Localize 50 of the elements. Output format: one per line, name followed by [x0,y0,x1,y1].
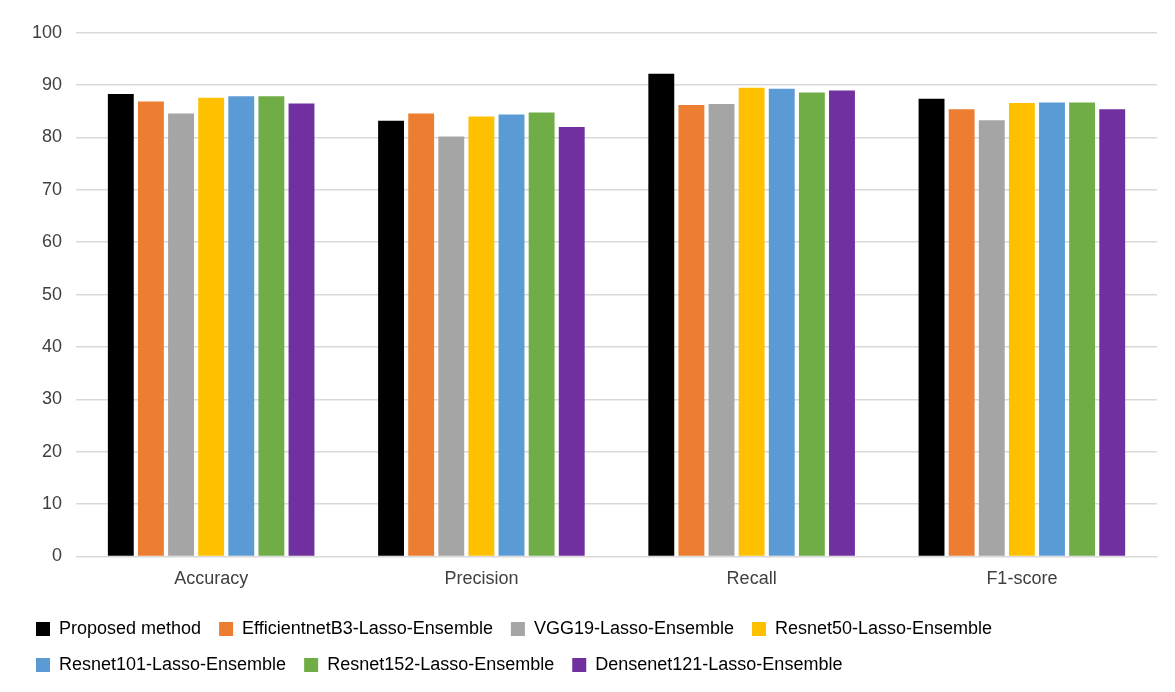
y-tick-label: 70 [42,178,63,199]
y-tick-label: 20 [42,440,63,461]
bar [1008,102,1035,556]
y-tick-label: 80 [42,126,63,147]
legend-label: Resnet152-Lasso-Ensemble [327,653,555,674]
legend-label: Resnet101-Lasso-Ensemble [59,653,287,674]
legend-label: Densenet121-Lasso-Ensemble [595,653,843,674]
bar [829,90,855,556]
legend-label: VGG19-Lasso-Ensemble [533,617,734,638]
x-tick-label: Precision [444,568,519,589]
bar [438,136,465,556]
bar [738,87,765,556]
y-tick-label: 0 [52,545,63,566]
x-tick-label: Recall [726,568,777,589]
y-tick-label: 90 [42,74,63,95]
bar [948,109,975,556]
legend-label: Proposed method [59,617,202,638]
bar [137,101,164,556]
bar [168,113,194,556]
bar [288,103,315,556]
bar [498,114,525,556]
bar [528,112,555,556]
y-tick-label: 60 [42,231,63,252]
y-tick-label: 50 [42,283,63,304]
y-tick-label: 40 [42,335,63,356]
x-tick-label: Accuracy [174,568,249,589]
bar [1099,109,1126,556]
bar [678,105,705,556]
bar [768,88,795,556]
bar [1039,102,1065,556]
bar [228,96,255,556]
bar [918,98,945,556]
bar [468,116,495,556]
bar [648,73,675,556]
x-tick-label: F1-score [986,568,1058,589]
bar [558,127,585,556]
y-tick-label: 30 [42,388,63,409]
y-tick-label: 100 [31,21,63,42]
bar [1069,102,1096,556]
bar [978,120,1005,556]
legend-label: Resnet50-Lasso-Ensemble [774,617,993,638]
bar [107,94,134,556]
legend-label: EfficientnetB3-Lasso-Ensemble [242,617,493,638]
bar [198,97,225,556]
bar [378,120,405,556]
bar [798,92,825,556]
bar [258,96,285,556]
y-tick-label: 10 [42,493,63,514]
bar [408,113,435,556]
bar [708,104,735,556]
